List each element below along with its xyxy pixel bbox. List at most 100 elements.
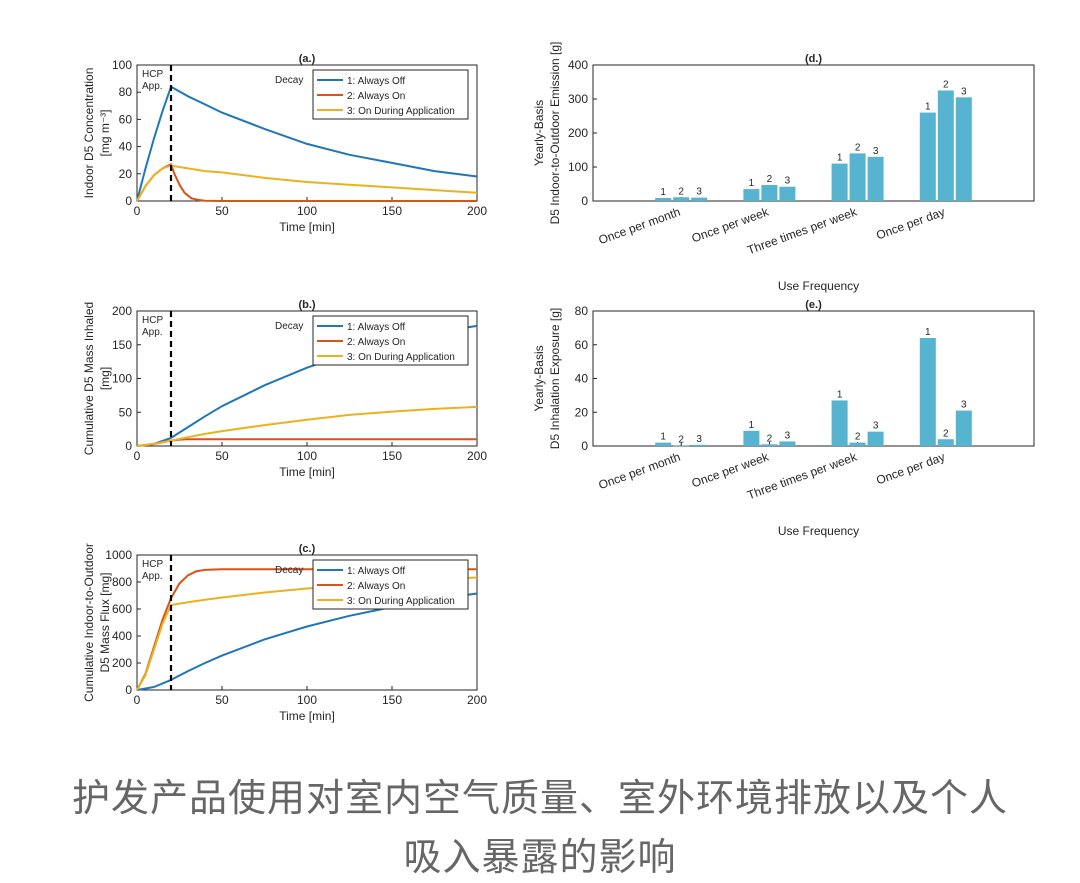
- bar-1: [655, 442, 672, 446]
- y-tick-label: 400: [112, 629, 132, 643]
- x-tick-label: 50: [215, 693, 229, 707]
- x-axis-label: Time [min]: [279, 465, 335, 479]
- x-axis-label: Time [min]: [279, 709, 335, 723]
- y-tick-label: 400: [568, 58, 588, 72]
- y-tick-label: 100: [568, 160, 588, 174]
- series-line-3: [136, 164, 478, 202]
- y-tick-label: 20: [119, 167, 133, 181]
- series-line-1: [136, 85, 478, 202]
- bar-label: 3: [961, 400, 967, 411]
- y-tick-label: 200: [112, 304, 132, 318]
- y-tick-label: 1000: [105, 548, 132, 562]
- bar-label: 3: [696, 187, 702, 198]
- y-axis-label: Yearly-Basis D5 Indoor-to-Outdoor Emissio…: [532, 42, 562, 225]
- y-axis-label-line: Yearly-Basis: [532, 345, 546, 411]
- bar-2: [849, 153, 866, 201]
- decay-label: Decay: [275, 75, 303, 86]
- chart-title: (d.): [805, 53, 822, 65]
- series-line-3: [136, 405, 478, 447]
- bar-label: 2: [767, 174, 773, 185]
- marker-label-app: App.: [142, 571, 163, 582]
- marker-label-hcp: HCP: [142, 315, 163, 326]
- bar-label: 3: [961, 86, 967, 97]
- bar-label: 2: [855, 432, 861, 443]
- bar-label: 2: [678, 186, 684, 197]
- y-tick-label: 60: [119, 112, 133, 126]
- chart-title: (b.): [298, 299, 315, 311]
- bar-label: 1: [837, 389, 843, 400]
- marker-label-hcp: HCP: [142, 69, 163, 80]
- caption-line-2: 吸入暴露的影响: [403, 835, 677, 879]
- category-label: Once per day: [874, 450, 946, 488]
- x-tick-label: 100: [297, 204, 317, 218]
- x-axis-label: Time [min]: [279, 220, 335, 234]
- y-axis-label-line: Indoor D5 Concentration: [82, 68, 96, 199]
- bar-label: 1: [660, 432, 666, 443]
- chart-title: (e.): [805, 299, 822, 311]
- legend-label-3: 3: On During Application: [347, 106, 455, 117]
- x-tick-label: 50: [215, 204, 229, 218]
- bar-label: 2: [678, 435, 684, 446]
- y-tick-label: 80: [575, 304, 589, 318]
- chart-panel-e: 0 20 40 60 80 (e.) Yearly-Basis D5 Inhalation E…: [532, 299, 1035, 538]
- bar-label: 1: [925, 102, 931, 113]
- y-tick-label: 0: [125, 194, 132, 208]
- bar-1: [743, 189, 760, 201]
- bar-1: [919, 112, 936, 201]
- bar-1: [919, 338, 936, 446]
- y-axis-label-line: Yearly-Basis: [532, 100, 546, 166]
- y-axis-label: Yearly-Basis D5 Inhalation Exposure [g]: [532, 308, 562, 449]
- bar-2: [937, 439, 954, 446]
- y-tick-label: 0: [125, 683, 132, 697]
- chart-title: (c.): [299, 543, 316, 555]
- y-tick-label: 20: [575, 405, 589, 419]
- legend-label-2: 2: Always On: [347, 337, 405, 348]
- y-axis-label: Cumulative D5 Mass Inhaled [mg]: [82, 302, 112, 455]
- chart-panel-b: 0 50 100 150 200 0 50 100 150 200 (b.) Time [min] Cu…: [82, 299, 487, 479]
- legend-label-2: 2: Always On: [347, 581, 405, 592]
- y-axis-label-line: D5 Indoor-to-Outdoor Emission [g]: [548, 42, 562, 225]
- x-tick-label: 200: [467, 449, 487, 463]
- x-tick-label: 150: [382, 693, 402, 707]
- x-tick-label: 100: [297, 693, 317, 707]
- y-tick-label: 300: [568, 92, 588, 106]
- y-tick-label: 200: [568, 126, 588, 140]
- bar-3: [691, 197, 708, 201]
- marker-label-app: App.: [142, 327, 163, 338]
- x-tick-label: 0: [134, 204, 141, 218]
- bar-2: [937, 90, 954, 201]
- bar-2: [673, 445, 690, 447]
- y-tick-label: 600: [112, 602, 132, 616]
- y-tick-label: 150: [112, 338, 132, 352]
- category-label: Once per month: [597, 205, 683, 248]
- decay-label: Decay: [275, 321, 303, 332]
- y-axis-label-line: [mg]: [98, 367, 112, 390]
- x-axis-label: Use Frequency: [778, 279, 859, 293]
- y-tick-label: 0: [125, 439, 132, 453]
- x-tick-label: 200: [467, 204, 487, 218]
- marker-label-app: App.: [142, 81, 163, 92]
- bar-label: 1: [837, 153, 843, 164]
- y-tick-label: 100: [112, 58, 132, 72]
- bar-1: [831, 400, 848, 446]
- x-tick-label: 150: [382, 204, 402, 218]
- bar-label: 3: [785, 176, 791, 187]
- decay-label: Decay: [275, 565, 303, 576]
- bar-3: [867, 156, 884, 201]
- bar-3: [779, 186, 796, 201]
- x-tick-label: 150: [382, 449, 402, 463]
- bar-1: [831, 163, 848, 201]
- chart-panel-d: 0 100 200 300 400 (d.) Yearly-Basis D5 Indoor-t…: [532, 42, 1035, 293]
- legend-label-3: 3: On During Application: [347, 596, 455, 607]
- bar-label: 3: [785, 430, 791, 441]
- bar-label: 1: [749, 178, 755, 189]
- y-tick-label: 40: [575, 372, 589, 386]
- y-axis-label-line: Cumulative D5 Mass Inhaled: [82, 302, 96, 455]
- chart-panel-c: 0 50 100 150 200 0 200 400 600 800 1000 (c.) Time [m…: [82, 543, 487, 723]
- y-tick-label: 100: [112, 372, 132, 386]
- chart-panel-a: 0 50 100 150 200 0 20 40 60 80 100 (a.) Time [min] In…: [82, 53, 487, 234]
- legend-label-1: 1: Always Off: [347, 76, 405, 87]
- category-label: Once per day: [874, 205, 946, 243]
- bar-2: [761, 185, 778, 201]
- x-axis-label: Use Frequency: [778, 524, 859, 538]
